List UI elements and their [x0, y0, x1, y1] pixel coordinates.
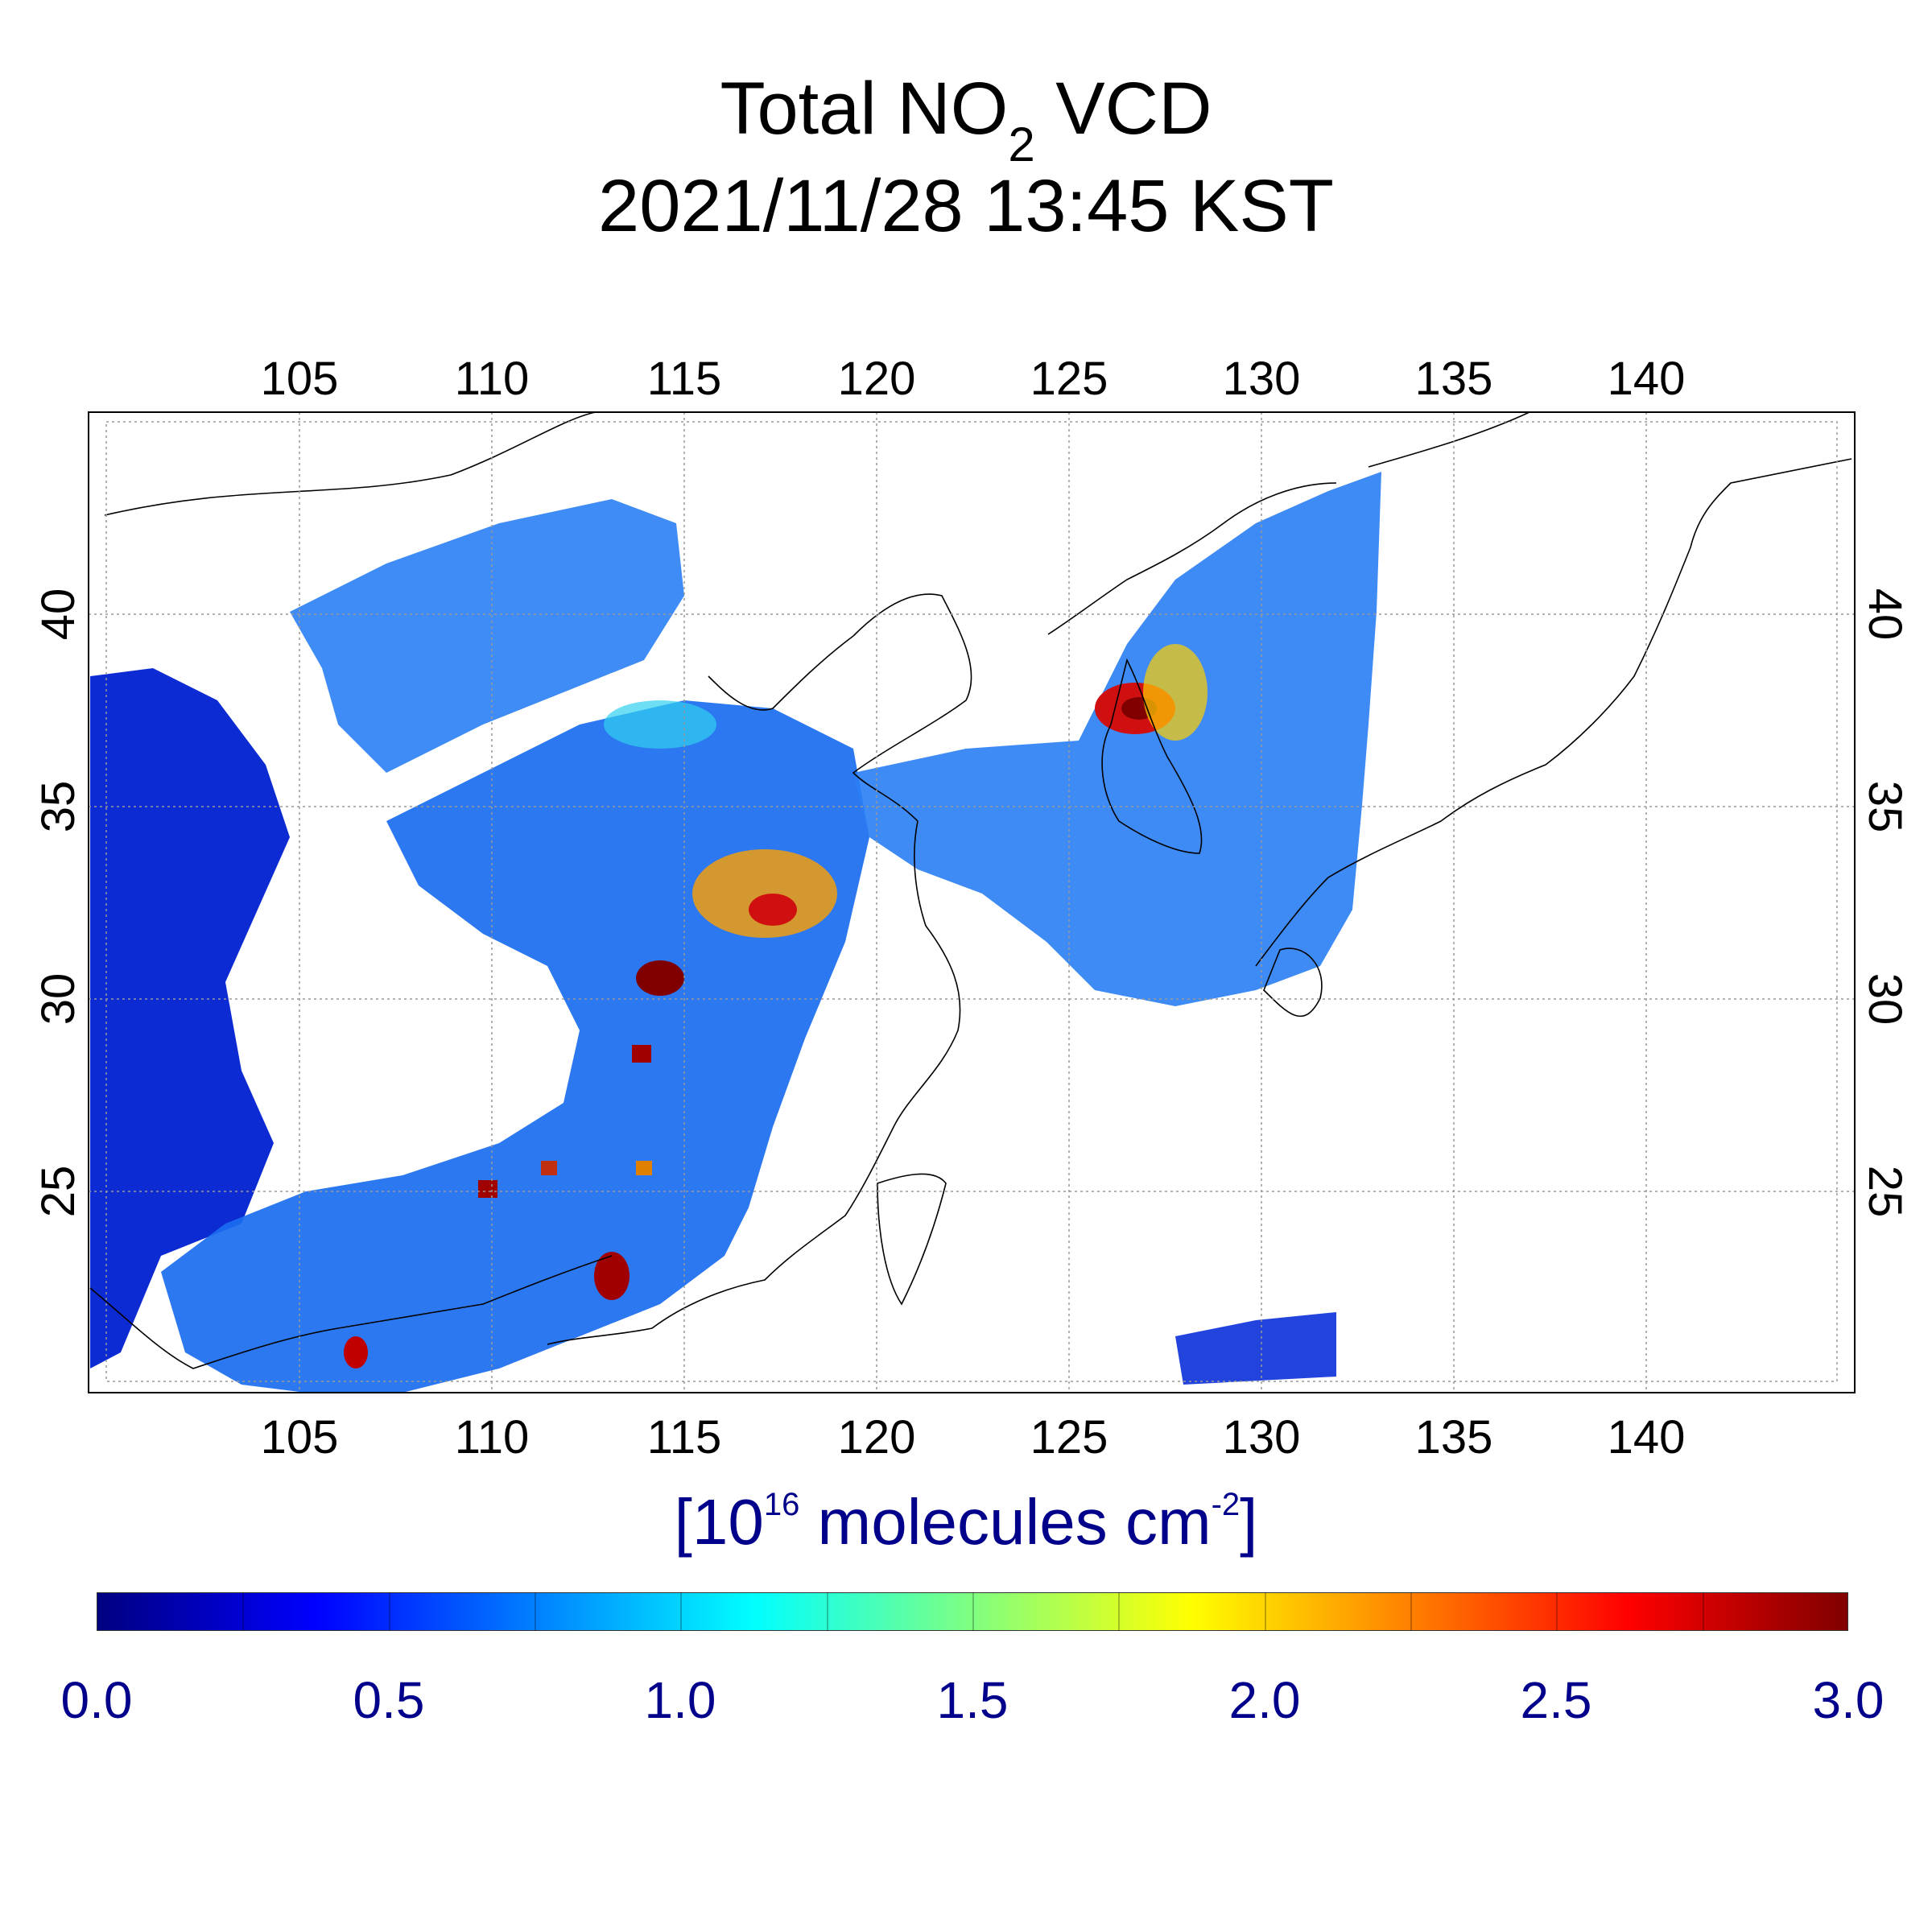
colorbar-divider [1410, 1592, 1412, 1631]
lon-tick-top: 125 [1030, 353, 1108, 405]
chart-title: Total NO2 VCD 2021/11/28 13:45 KST [0, 64, 1932, 250]
lon-tick-bottom: 130 [1223, 1411, 1301, 1463]
coastlines [89, 411, 1852, 1369]
no2-region-north [290, 499, 684, 773]
title-line-2: 2021/11/28 13:45 KST [598, 165, 1334, 247]
no2-region-east-china [161, 700, 869, 1393]
lat-tick-right: 40 [1859, 588, 1911, 641]
no2-hotspot-jiangxi [636, 1161, 652, 1175]
lon-tick-bottom: 120 [838, 1411, 916, 1463]
no2-hotspot-yangtze-core [749, 894, 797, 926]
lat-tick-right: 30 [1859, 973, 1911, 1026]
no2-hotspot-hanoi [344, 1336, 368, 1368]
colorbar-divider [1703, 1592, 1704, 1631]
lon-tick-bottom: 105 [261, 1411, 339, 1463]
no2-region-south-sea [1175, 1312, 1336, 1385]
colorbar-unit-label: [1016 molecules cm-2] [674, 1486, 1258, 1558]
colorbar-divider [972, 1592, 974, 1631]
lon-tick-bottom: 135 [1415, 1411, 1493, 1463]
lat-tick-left: 25 [32, 1166, 85, 1218]
colorbar-tick: 1.5 [936, 1671, 1009, 1729]
no2-hotspot-wuhan [636, 960, 684, 996]
colorbar-divider [827, 1592, 828, 1631]
colorbar-tick: 2.0 [1228, 1671, 1301, 1729]
no2-hotspot-korea-east [1143, 644, 1208, 741]
lat-tick-left: 30 [32, 973, 85, 1026]
lon-tick-bottom: 115 [647, 1411, 721, 1463]
no2-hotspot-yangtze [692, 849, 837, 938]
lat-tick-right: 25 [1859, 1166, 1911, 1218]
lon-labels-bottom: 105 110 115 120 125 130 135 140 [261, 1411, 1686, 1463]
colorbar-divider [1556, 1592, 1558, 1631]
no2-field [90, 472, 1381, 1393]
lat-labels-left: 40 35 30 25 [32, 588, 85, 1218]
lat-tick-left: 35 [32, 781, 85, 833]
no2-hotspot-north-plain [604, 700, 716, 749]
lon-tick-top: 130 [1223, 353, 1301, 405]
lat-tick-left: 40 [32, 588, 85, 641]
no2-region-west [90, 668, 290, 1368]
lat-lon-grid [89, 412, 1855, 1393]
colorbar [97, 1592, 1848, 1631]
title-line-1: Total NO2 VCD [720, 68, 1212, 171]
colorbar-divider [1118, 1592, 1120, 1631]
colorbar-divider [535, 1592, 536, 1631]
lon-tick-bottom: 110 [455, 1411, 529, 1463]
lon-tick-bottom: 140 [1608, 1411, 1686, 1463]
no2-hotspot-changsha [632, 1045, 651, 1063]
no2-hotspot-guangzhou [594, 1252, 630, 1300]
colorbar-divider [389, 1592, 390, 1631]
no2-hotspot-guangxi [541, 1161, 557, 1175]
lon-tick-top: 120 [838, 353, 916, 405]
colorbar-tick: 3.0 [1812, 1671, 1885, 1729]
no2-region-korea [853, 472, 1381, 1006]
colorbar-tick: 0.0 [60, 1671, 133, 1729]
no2-hotspot-guilin [478, 1180, 497, 1198]
lon-tick-top: 115 [647, 353, 721, 405]
lat-labels-right: 40 35 30 25 [1859, 588, 1911, 1218]
lon-tick-top: 135 [1415, 353, 1493, 405]
colorbar-divider [1265, 1592, 1266, 1631]
colorbar-tick: 0.5 [353, 1671, 425, 1729]
colorbar-divider [680, 1592, 682, 1631]
lat-tick-right: 35 [1859, 781, 1911, 833]
colorbar-tick: 1.0 [644, 1671, 716, 1729]
lon-tick-top: 140 [1608, 353, 1686, 405]
lon-labels-top: 105 110 115 120 125 130 135 140 [261, 353, 1686, 405]
lon-tick-top: 105 [261, 353, 339, 405]
colorbar-divider [242, 1592, 244, 1631]
lon-tick-top: 110 [455, 353, 529, 405]
colorbar-tick: 2.5 [1520, 1671, 1592, 1729]
map-frame [88, 411, 1856, 1393]
lon-tick-bottom: 125 [1030, 1411, 1108, 1463]
